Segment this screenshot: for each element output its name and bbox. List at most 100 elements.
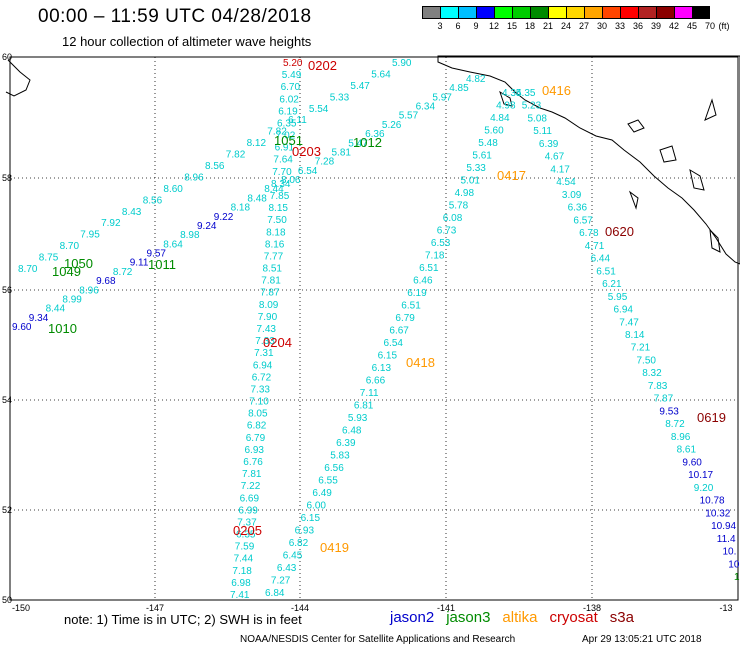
wave-height-value: 7.28 xyxy=(315,157,335,168)
pass-time-label: 1011 xyxy=(148,257,176,272)
wave-height-value: 7.33 xyxy=(255,336,275,347)
scale-label: 45 xyxy=(686,21,698,31)
wave-height-value: 7.27 xyxy=(271,576,291,587)
wave-height-value: 6.21 xyxy=(602,279,622,290)
wave-height-value: 6.76 xyxy=(243,457,263,468)
wave-height-value: 5.49 xyxy=(282,70,302,81)
wave-height-value: 3.09 xyxy=(562,190,582,201)
wave-height-value: 4.67 xyxy=(545,152,565,163)
wave-height-value: 8.12 xyxy=(247,138,267,149)
scale-label: 27 xyxy=(578,21,590,31)
scale-swatch xyxy=(674,6,692,19)
lon-tick-label: -138 xyxy=(583,603,601,613)
wave-height-value: 7.50 xyxy=(267,215,287,226)
kodiak-coast xyxy=(5,59,31,97)
lat-tick-label: 60 xyxy=(2,52,12,62)
wave-height-value: 7.10 xyxy=(249,397,269,408)
wave-height-value: 7.11 xyxy=(360,388,379,399)
wave-height-value: 6.98 xyxy=(231,578,251,589)
scale-swatch xyxy=(458,6,476,19)
wave-height-value: 8.98 xyxy=(180,230,200,241)
wave-height-value: 8.18 xyxy=(231,203,251,214)
wave-height-value: 8.18 xyxy=(266,227,286,238)
wave-height-value: 8.06 xyxy=(281,175,301,186)
wave-height-value: 8.96 xyxy=(184,172,204,183)
wave-height-value: 5.26 xyxy=(382,120,402,131)
wave-height-value: 6.51 xyxy=(401,301,421,312)
legend-s3a: s3a xyxy=(609,609,634,626)
wave-height-value: 7.41 xyxy=(230,590,250,601)
wave-height-value: 6.48 xyxy=(342,426,362,437)
pass-time-label: 0418 xyxy=(406,355,435,370)
wave-height-value: 7.33 xyxy=(251,385,271,396)
wave-height-value: 6.72 xyxy=(252,372,272,383)
wave-height-value: 8.48 xyxy=(247,193,267,204)
color-scale-labels: 3 6 9 12 15 18 21 24 27 30 33 36 39 42 45 70 (ft) xyxy=(422,21,740,33)
wave-height-value: 8.43 xyxy=(122,207,142,218)
lon-tick-label: -141 xyxy=(437,603,455,613)
pass-time-label: 1012 xyxy=(353,135,382,150)
wave-height-value: 8.09 xyxy=(259,300,279,311)
lat-tick-label: 58 xyxy=(2,173,12,183)
pass-time-label: 1049 xyxy=(52,264,81,279)
wave-height-value: 6.66 xyxy=(366,376,386,387)
scale-label: 70 xyxy=(704,21,716,31)
wave-height-value: 9.34 xyxy=(29,313,49,324)
wave-height-value: 7.92 xyxy=(101,218,121,229)
wave-height-value: 10.17 xyxy=(688,470,713,481)
wave-height-value: 4.98 xyxy=(455,188,475,199)
wave-height-value: 7.87 xyxy=(654,394,674,405)
wave-height-value: 6.08 xyxy=(443,213,463,224)
wave-height-value: 6.94 xyxy=(614,305,634,316)
wave-height-value: 6.69 xyxy=(240,493,260,504)
wave-height-value: 5.78 xyxy=(449,201,469,212)
wave-height-value: 7.81 xyxy=(242,469,262,480)
wave-height-value: 5.64 xyxy=(371,69,391,80)
altimeter-tracks: 5.205.496.706.026.196.357.026.917.647.70… xyxy=(12,58,740,601)
wave-height-value: 7.31 xyxy=(254,348,274,359)
coastline xyxy=(5,55,740,265)
wave-height-value: 8.96 xyxy=(671,432,691,443)
wave-height-value: 4.35 xyxy=(502,88,522,99)
wave-height-value: 8.32 xyxy=(642,368,662,379)
wave-height-value: 9.20 xyxy=(694,483,714,494)
pass-time-label: 1050 xyxy=(64,256,93,271)
wave-height-value: 1 xyxy=(734,572,740,583)
wave-height-value: 7.82 xyxy=(226,150,246,161)
wave-height-value: 6.91 xyxy=(275,143,295,154)
wave-height-value: 5.33 xyxy=(330,92,350,103)
pass-time-label: 0416 xyxy=(542,83,571,98)
pass-time-label: 0620 xyxy=(605,224,634,239)
wave-height-value: 7.85 xyxy=(270,191,290,202)
scale-swatch xyxy=(422,6,440,19)
wave-height-value: 7.18 xyxy=(232,566,252,577)
wave-height-value: 6.39 xyxy=(336,438,356,449)
scale-swatch xyxy=(620,6,638,19)
scale-label: 33 xyxy=(614,21,626,31)
wave-height-value: 6.35 xyxy=(277,119,297,130)
pass-time-label: 0205 xyxy=(233,523,262,538)
wave-height-value: 6.00 xyxy=(307,501,327,512)
pass-time-label: 1010 xyxy=(48,321,77,336)
wave-height-value: 6.15 xyxy=(301,513,321,524)
wave-height-value: 6.79 xyxy=(395,313,415,324)
scale-swatch xyxy=(566,6,584,19)
map-subtitle: 12 hour collection of altimeter wave hei… xyxy=(62,34,312,49)
wave-height-value: 6.54 xyxy=(384,338,404,349)
wave-height-value: 6.11 xyxy=(288,115,307,126)
wave-height-value: 6.53 xyxy=(431,238,451,249)
wave-height-value: 4.71 xyxy=(585,241,605,252)
wave-height-value: 8.16 xyxy=(265,239,285,250)
scale-label: 30 xyxy=(596,21,608,31)
wave-height-value: 6.36 xyxy=(365,129,385,140)
wave-height-value: 5.60 xyxy=(484,126,504,137)
wave-height-value: 10 xyxy=(728,559,740,570)
legend-altika: altika xyxy=(502,609,538,626)
wave-height-value: 6.93 xyxy=(245,445,265,456)
wave-height-value: 6.81 xyxy=(354,401,374,412)
wave-height-value: 6.13 xyxy=(372,363,392,374)
wave-height-value: 6.54 xyxy=(298,166,318,177)
scale-label: 42 xyxy=(668,21,680,31)
wave-height-value: 4.17 xyxy=(550,164,570,175)
